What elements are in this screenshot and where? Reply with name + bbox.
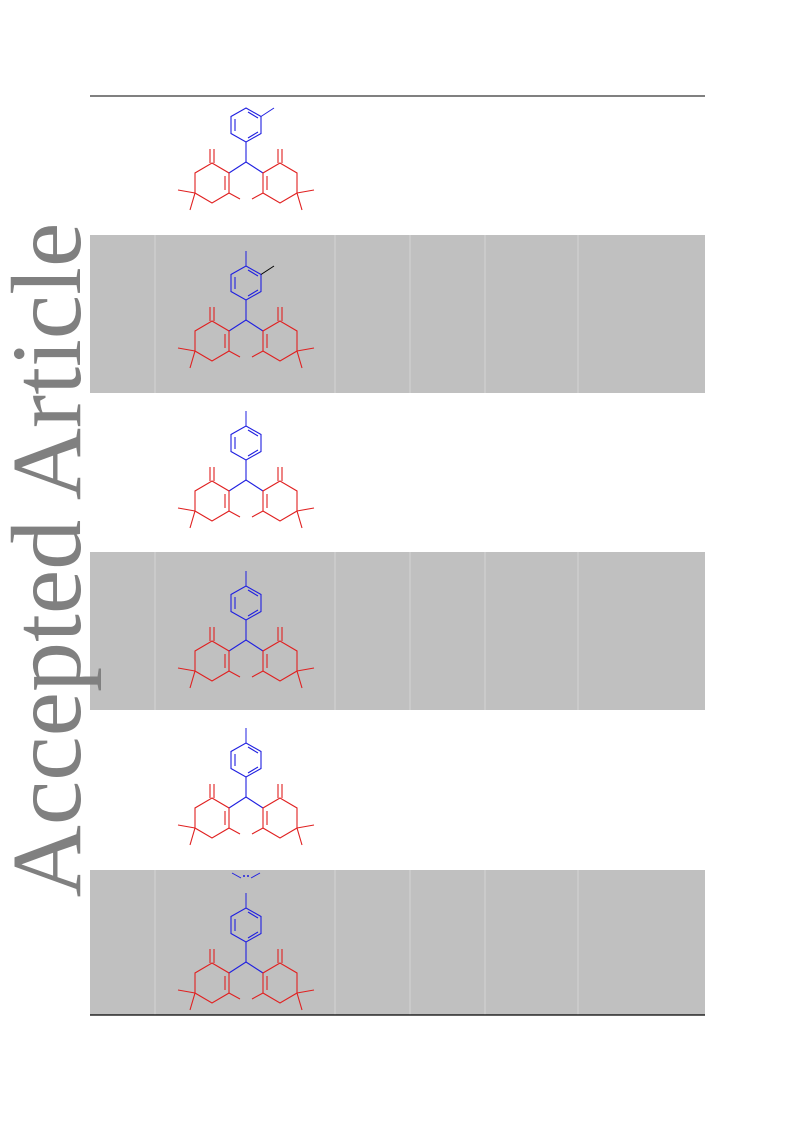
structure-5 bbox=[177, 728, 315, 846]
column-lines bbox=[154, 235, 579, 1015]
structure-4 bbox=[177, 571, 315, 689]
structure-3 bbox=[177, 411, 315, 529]
structure-1 bbox=[177, 107, 315, 211]
structure-2 bbox=[177, 251, 315, 369]
row-backgrounds bbox=[90, 235, 705, 1015]
watermark: Accepted Article bbox=[0, 223, 102, 898]
structure-6 bbox=[177, 872, 315, 1011]
